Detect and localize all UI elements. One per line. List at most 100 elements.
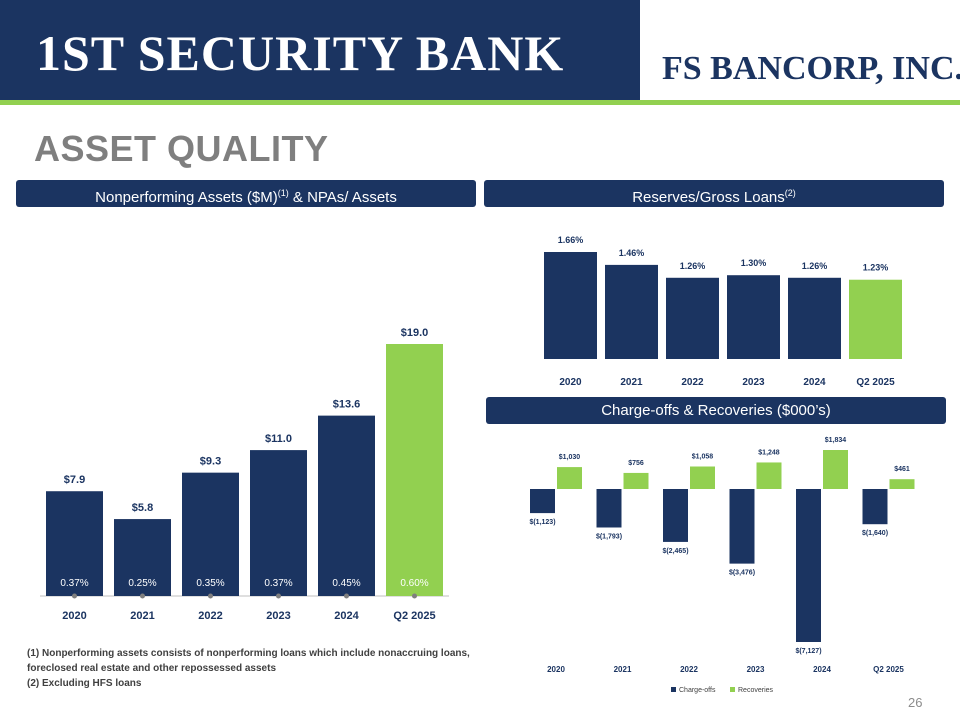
- npa-panel-title-tail: & NPAs/ Assets: [288, 189, 397, 206]
- chargeoffs-category-label: 2020: [547, 665, 565, 674]
- npa-bar-2022: [182, 472, 239, 596]
- reserves-value-label: 1.26%: [680, 261, 706, 271]
- chargeoffs-category-label: 2023: [747, 665, 765, 674]
- npa-ratio-label: 0.37%: [60, 578, 88, 589]
- footnote-3: (2) Excluding HFS loans: [27, 678, 142, 689]
- chargeoff-value-label: $(1,123): [529, 519, 555, 526]
- npa-ratio-marker: [344, 593, 349, 599]
- recovery-value-label: $1,030: [559, 454, 581, 461]
- npa-bar-2021: [114, 519, 171, 596]
- reserves-category-label: 2022: [681, 377, 704, 388]
- chargeoffs-panel-title: Charge-offs & Recoveries ($000’s): [601, 402, 831, 419]
- npa-value-label: $5.8: [132, 502, 153, 514]
- recovery-value-label: $461: [894, 466, 910, 473]
- npa-category-label: 2022: [198, 610, 222, 622]
- chargeoff-value-label: $(2,465): [662, 548, 688, 555]
- footnote-2: foreclosed real estate and other reposse…: [27, 663, 277, 674]
- npa-ratio-marker: [276, 593, 281, 599]
- header-accent-line: [0, 100, 960, 105]
- recovery-bar-2021: [623, 472, 649, 489]
- reserves-bar-2024: [788, 277, 841, 359]
- reserves-panel-header: Reserves/Gross Loans(2): [484, 180, 944, 207]
- reserves-value-label: 1.23%: [863, 263, 889, 273]
- recovery-bar-2020: [557, 467, 582, 489]
- chargeoffs-panel-header: Charge-offs & Recoveries ($000’s): [486, 397, 946, 424]
- npa-value-label: $9.3: [200, 456, 221, 468]
- npa-bar-Q2 2025: [386, 344, 443, 596]
- npa-ratio-label: 0.37%: [264, 578, 292, 589]
- chargeoff-bar-2024: [796, 489, 821, 642]
- chargeoffs-category-label: Q2 2025: [873, 665, 904, 674]
- recovery-bar-2023: [756, 462, 782, 489]
- bank-logo: 1ST SECURITY BANK: [36, 25, 565, 81]
- reserves-bar-2023: [727, 275, 780, 359]
- chargeoffs-category-label: 2024: [813, 665, 831, 674]
- npa-category-label: 2023: [266, 610, 290, 622]
- npa-bar-2020: [46, 491, 103, 596]
- chargeoff-value-label: $(7,127): [795, 648, 821, 655]
- reserves-panel-title: Reserves/Gross Loans: [632, 189, 785, 206]
- npa-ratio-label: 0.60%: [400, 578, 428, 589]
- npa-category-label: 2020: [62, 610, 86, 622]
- reserves-panel-sup: (2): [784, 188, 796, 198]
- recovery-bar-Q2 2025: [889, 479, 915, 489]
- chargeoff-bar-2023: [729, 489, 755, 564]
- chargeoffs-category-label: 2021: [614, 665, 632, 674]
- legend-label-chargeoffs: Charge-offs: [679, 687, 716, 694]
- npa-panel-title: Nonperforming Assets ($M): [95, 189, 278, 206]
- recovery-bar-2022: [690, 466, 715, 489]
- npa-category-label: 2021: [130, 610, 154, 622]
- npa-value-label: $19.0: [401, 327, 429, 339]
- recovery-value-label: $1,834: [825, 437, 847, 444]
- chargeoff-bar-2022: [663, 489, 688, 542]
- reserves-category-label: 2020: [559, 377, 582, 388]
- recovery-value-label: $756: [628, 460, 644, 467]
- npa-panel-sup: (1): [277, 188, 289, 198]
- reserves-bar-2021: [605, 264, 658, 359]
- npa-ratio-marker: [140, 593, 145, 599]
- chargeoff-bar-Q2 2025: [862, 489, 888, 525]
- chargeoff-value-label: $(1,640): [862, 530, 888, 537]
- reserves-category-label: 2021: [620, 377, 643, 388]
- footnote-1: (1) Nonperforming assets consists of non…: [27, 648, 470, 659]
- chargeoffs-category-label: 2022: [680, 665, 698, 674]
- npa-ratio-marker: [72, 593, 77, 599]
- npa-bar-2023: [250, 450, 307, 596]
- corp-logo: FS BANCORP, INC.: [662, 50, 960, 87]
- npa-ratio-label: 0.35%: [196, 578, 224, 589]
- reserves-value-label: 1.30%: [741, 258, 767, 268]
- npa-category-label: 2024: [334, 610, 359, 622]
- recovery-value-label: $1,248: [758, 449, 780, 456]
- page-number: 26: [908, 695, 923, 710]
- recovery-value-label: $1,058: [692, 454, 714, 461]
- npa-value-label: $11.0: [265, 433, 292, 445]
- recovery-bar-2024: [823, 450, 848, 489]
- npa-value-label: $13.6: [333, 399, 361, 411]
- npa-ratio-label: 0.45%: [332, 578, 360, 589]
- page-title: ASSET QUALITY: [34, 128, 329, 169]
- npa-ratio-label: 0.25%: [128, 578, 156, 589]
- reserves-bar-Q2 2025: [849, 279, 902, 359]
- legend-label-recoveries: Recoveries: [738, 687, 774, 694]
- reserves-value-label: 1.66%: [558, 235, 584, 245]
- chargeoff-bar-2020: [530, 489, 555, 514]
- npa-ratio-marker: [412, 593, 417, 599]
- reserves-value-label: 1.26%: [802, 261, 828, 271]
- npa-bar-2024: [318, 415, 375, 596]
- reserves-value-label: 1.46%: [619, 248, 645, 258]
- npa-ratio-marker: [208, 593, 213, 599]
- legend-swatch-recoveries: [730, 687, 735, 692]
- chargeoff-bar-2021: [596, 489, 622, 528]
- chargeoff-value-label: $(1,793): [596, 533, 622, 540]
- npa-value-label: $7.9: [64, 474, 85, 486]
- chargeoff-value-label: $(3,476): [729, 570, 755, 577]
- npa-panel-header: Nonperforming Assets ($M)(1) & NPAs/ Ass…: [16, 180, 476, 207]
- reserves-category-label: Q2 2025: [856, 377, 895, 388]
- header-band: [0, 0, 640, 100]
- npa-category-label: Q2 2025: [393, 610, 435, 622]
- reserves-bar-2022: [666, 277, 719, 359]
- reserves-category-label: 2023: [742, 377, 765, 388]
- legend-swatch-chargeoffs: [671, 687, 676, 692]
- reserves-category-label: 2024: [803, 377, 826, 388]
